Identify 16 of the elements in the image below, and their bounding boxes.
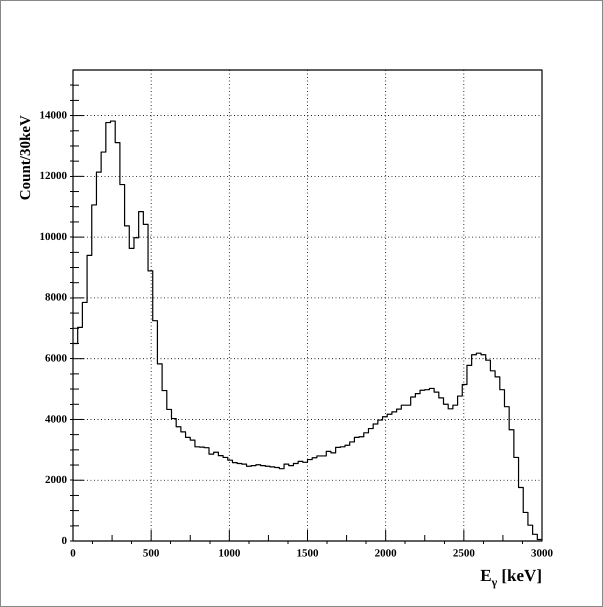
y-tick-label: 2000: [45, 474, 68, 486]
y-tick-label: 12000: [40, 170, 68, 182]
y-tick-label: 4000: [45, 413, 68, 426]
x-tick-label: 1000: [218, 547, 241, 560]
x-tick-label: 3000: [531, 547, 554, 560]
y-tick-label: 10000: [40, 230, 68, 243]
x-tick-label: 0: [70, 547, 76, 560]
y-axis-title: Count/30keV: [18, 115, 34, 200]
x-tick-label: 500: [142, 547, 160, 560]
y-tick-label: 6000: [45, 352, 68, 365]
y-tick-label: 0: [62, 534, 68, 547]
x-tick-label: 2500: [452, 547, 476, 560]
x-tick-label: 2000: [374, 547, 398, 560]
x-tick-label: 1500: [296, 547, 319, 560]
y-tick-label: 8000: [45, 292, 68, 304]
y-tick-label: 14000: [40, 109, 68, 122]
